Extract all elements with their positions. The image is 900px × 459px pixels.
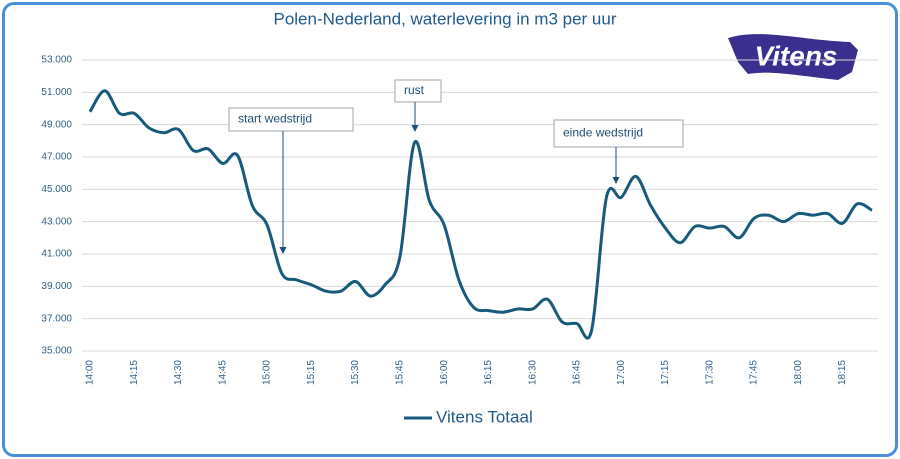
x-tick-label: 14:30	[173, 360, 184, 385]
y-tick-label: 41.000	[41, 249, 72, 260]
y-tick-label: 35.000	[41, 346, 72, 357]
x-tick-label: 15:00	[262, 360, 273, 385]
y-tick-label: 51.000	[41, 87, 72, 98]
annotation-arrowhead	[612, 177, 620, 184]
data-line	[88, 89, 873, 340]
logo-text: Vitens	[755, 40, 838, 71]
annotation-box	[228, 107, 354, 132]
y-tick-label: 49.000	[41, 119, 72, 130]
logo-shape	[728, 34, 858, 80]
annotation-box	[553, 119, 684, 148]
x-tick-label: 17:30	[704, 360, 715, 385]
y-tick-label: 47.000	[41, 152, 72, 163]
annotation-text: start wedstrijd	[238, 112, 312, 126]
x-tick-label: 14:15	[129, 360, 140, 385]
legend-label: Vitens Totaal	[436, 407, 533, 426]
x-tick-label: 16:15	[483, 360, 494, 385]
annotation-box	[394, 79, 442, 103]
x-tick-label: 14:00	[85, 360, 96, 385]
x-tick-label: 17:15	[660, 360, 671, 385]
x-tick-label: 15:45	[394, 360, 405, 385]
x-tick-label: 14:45	[217, 360, 228, 385]
x-tick-label: 16:30	[527, 360, 538, 385]
x-tick-label: 16:00	[439, 360, 450, 385]
x-tick-label: 16:45	[572, 360, 583, 385]
y-tick-label: 37.000	[41, 313, 72, 324]
chart-title: Polen-Nederland, waterlevering in m3 per…	[273, 9, 616, 28]
annotation-text: einde wedstrijd	[563, 126, 643, 140]
x-tick-label: 15:30	[350, 360, 361, 385]
logo: Vitens	[728, 34, 858, 80]
x-tick-label: 18:00	[793, 360, 804, 385]
x-tick-label: 17:45	[749, 360, 760, 385]
y-tick-label: 43.000	[41, 216, 72, 227]
y-tick-label: 39.000	[41, 281, 72, 292]
x-tick-label: 15:15	[306, 360, 317, 385]
annotation-arrowhead	[411, 125, 419, 132]
y-tick-label: 53.000	[41, 55, 72, 66]
y-tick-label: 45.000	[41, 184, 72, 195]
x-tick-label: 17:00	[616, 360, 627, 385]
annotation-text: rust	[404, 83, 425, 97]
annotation-arrowhead	[279, 247, 287, 254]
x-tick-label: 18:15	[837, 360, 848, 385]
